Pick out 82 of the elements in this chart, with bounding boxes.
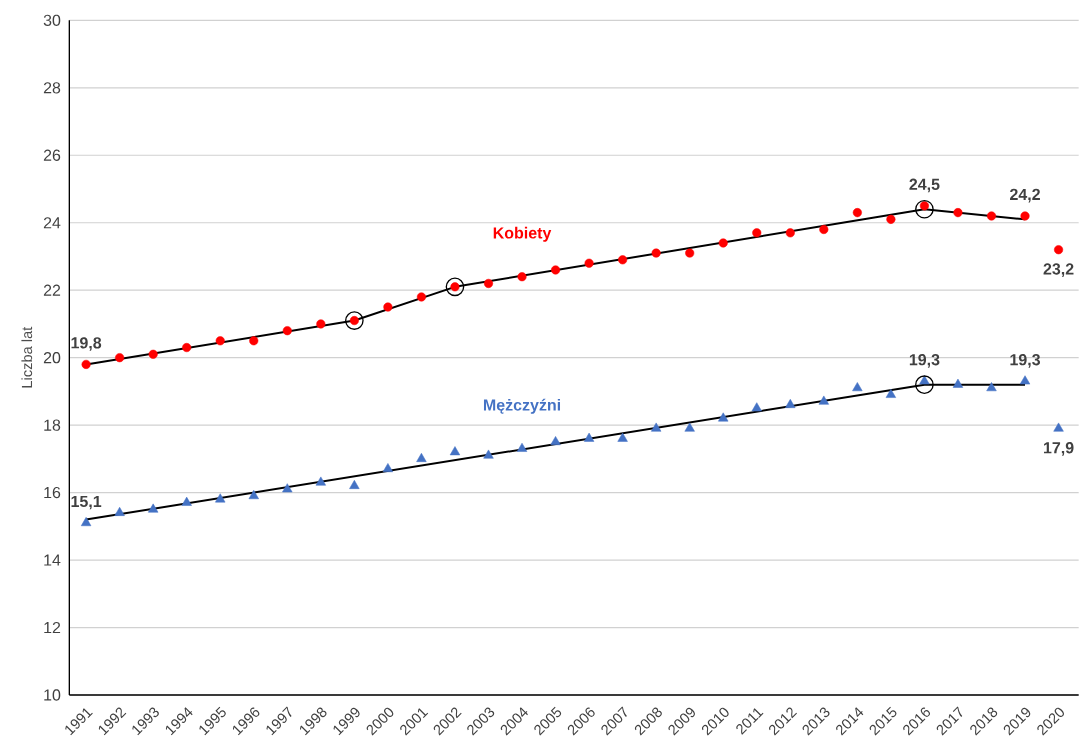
y-tick-label: 16	[44, 486, 61, 499]
y-tick-label: 14	[44, 554, 61, 566]
point	[751, 402, 762, 412]
point	[852, 382, 863, 392]
point	[215, 493, 226, 503]
data-label: 23,2	[1043, 263, 1074, 277]
y-tick-label: 24	[43, 217, 61, 229]
point	[1054, 245, 1064, 255]
y-tick-label: 22	[43, 284, 61, 296]
point	[550, 436, 561, 446]
point	[517, 272, 527, 282]
point	[718, 238, 728, 248]
point	[249, 336, 259, 346]
point	[618, 255, 628, 265]
y-tick-label: 28	[43, 82, 61, 94]
data-label: 17,9	[1043, 442, 1074, 456]
point	[316, 319, 326, 329]
point	[315, 476, 326, 486]
point	[1020, 211, 1030, 221]
y-axis-title: Liczba lat	[21, 326, 33, 388]
point	[215, 336, 225, 346]
point	[516, 442, 528, 452]
point	[115, 353, 125, 363]
point	[483, 449, 494, 459]
point	[819, 224, 829, 235]
point	[785, 228, 795, 238]
point	[953, 208, 963, 218]
y-tick-label: 12	[44, 621, 61, 634]
point	[349, 479, 360, 489]
point	[282, 483, 293, 493]
point	[1019, 375, 1031, 385]
point	[617, 432, 628, 442]
series-label: Mężczyźni	[483, 398, 560, 414]
point	[282, 326, 292, 336]
point	[651, 422, 662, 432]
point	[852, 208, 862, 218]
point	[718, 412, 729, 422]
y-tick-label: 26	[43, 149, 61, 161]
point	[80, 517, 92, 527]
data-label: 19,3	[1010, 354, 1041, 368]
point	[651, 248, 661, 258]
point	[148, 349, 158, 359]
point	[416, 292, 426, 302]
y-tick-label: 20	[43, 352, 61, 364]
point	[1053, 422, 1064, 432]
data-label: 24,2	[1010, 188, 1040, 203]
point	[952, 378, 964, 388]
y-tick-label: 18	[44, 419, 61, 431]
point	[445, 277, 465, 297]
point	[986, 211, 997, 221]
point	[583, 432, 595, 442]
point	[345, 311, 364, 330]
point	[886, 214, 896, 224]
data-label: 19,3	[909, 354, 940, 368]
data-label: 24,5	[909, 178, 940, 193]
y-tick-label: 10	[44, 689, 61, 701]
point	[248, 490, 259, 500]
data-label: 19,8	[71, 337, 102, 351]
point	[416, 452, 427, 462]
point	[551, 265, 561, 275]
point	[915, 199, 934, 219]
point	[785, 399, 796, 408]
point	[114, 506, 125, 516]
y-tick-label: 30	[43, 14, 61, 26]
point	[885, 388, 897, 398]
point	[818, 395, 829, 405]
series-label: Kobiety	[493, 226, 552, 242]
point	[81, 359, 91, 369]
point	[684, 422, 695, 432]
point	[752, 228, 762, 238]
point	[483, 278, 494, 288]
point	[148, 503, 159, 513]
point	[383, 302, 393, 312]
data-label: 15,1	[71, 495, 102, 510]
point	[685, 248, 695, 258]
point	[449, 446, 461, 456]
point	[986, 382, 997, 392]
point	[915, 375, 934, 394]
point	[181, 496, 192, 506]
point	[382, 463, 394, 473]
point	[182, 343, 192, 353]
point	[584, 258, 594, 268]
